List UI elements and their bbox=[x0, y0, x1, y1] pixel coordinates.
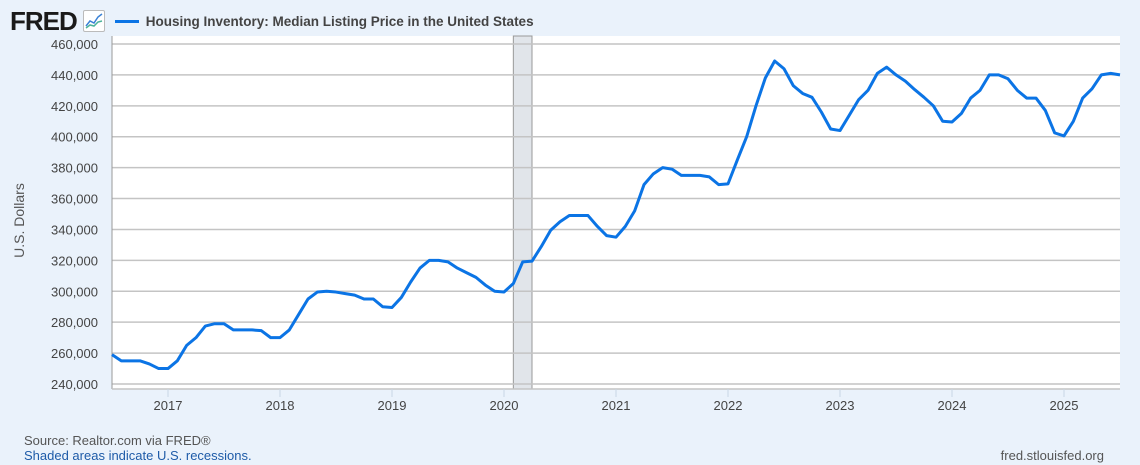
x-tick-label: 2019 bbox=[378, 398, 407, 413]
chart-title: Housing Inventory: Median Listing Price … bbox=[145, 13, 534, 29]
y-tick-label: 460,000 bbox=[51, 37, 98, 52]
x-tick-label: 2023 bbox=[826, 398, 855, 413]
chart-line-icon bbox=[82, 10, 105, 32]
fred-logo[interactable]: FRED bbox=[10, 5, 78, 36]
y-tick-label: 320,000 bbox=[51, 253, 98, 268]
series-line bbox=[111, 59, 1121, 371]
y-tick-label: 380,000 bbox=[51, 161, 98, 176]
y-tick-label: 420,000 bbox=[51, 99, 98, 114]
y-tick-label: 280,000 bbox=[51, 315, 98, 330]
site-url[interactable]: fred.stlouisfed.org bbox=[1000, 448, 1104, 463]
y-tick-label: 440,000 bbox=[51, 68, 98, 83]
y-axis-label: U.S. Dollars bbox=[11, 183, 27, 258]
x-tick-label: 2021 bbox=[602, 398, 631, 413]
y-tick-label: 360,000 bbox=[51, 192, 98, 207]
x-tick-label: 2024 bbox=[938, 398, 967, 413]
y-tick-label: 260,000 bbox=[51, 346, 98, 361]
x-tick-label: 2017 bbox=[154, 398, 183, 413]
y-tick-label: 300,000 bbox=[51, 284, 98, 299]
x-tick-label: 2022 bbox=[714, 398, 743, 413]
recession-shade bbox=[512, 35, 533, 390]
y-tick-label: 340,000 bbox=[51, 222, 98, 237]
source-text: Source: Realtor.com via FRED® bbox=[24, 433, 211, 448]
y-tick-label: 240,000 bbox=[51, 377, 98, 392]
plot-area bbox=[112, 36, 1120, 389]
x-tick-label: 2020 bbox=[490, 398, 519, 413]
chart-header: FRED Housing Inventory: Median Listing P… bbox=[10, 6, 534, 36]
recession-note-link[interactable]: Shaded areas indicate U.S. recessions. bbox=[24, 448, 252, 463]
x-tick-label: 2018 bbox=[266, 398, 295, 413]
y-tick-label: 400,000 bbox=[51, 130, 98, 145]
legend-swatch bbox=[114, 19, 139, 23]
x-tick-label: 2025 bbox=[1050, 398, 1079, 413]
